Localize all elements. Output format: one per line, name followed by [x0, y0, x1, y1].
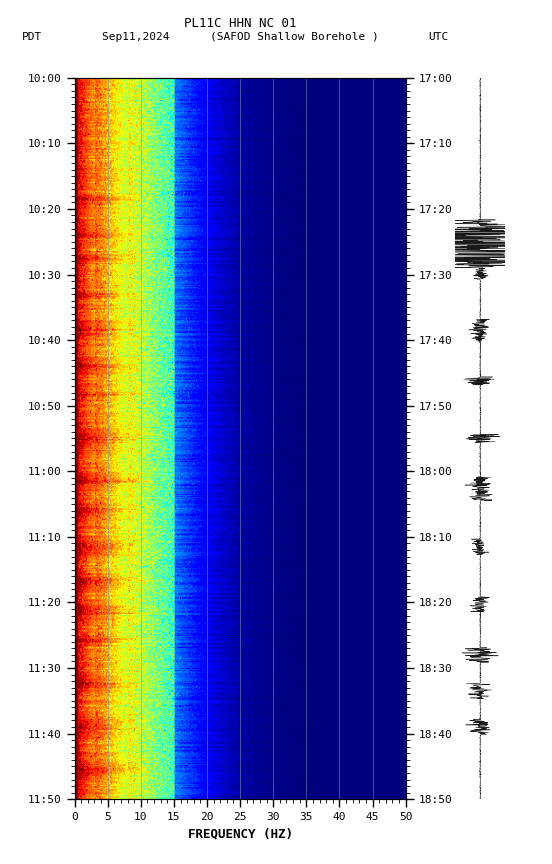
Bar: [71, 78, 77, 799]
Text: PDT: PDT: [22, 32, 43, 42]
X-axis label: FREQUENCY (HZ): FREQUENCY (HZ): [188, 828, 293, 841]
Text: PL11C HHN NC 01: PL11C HHN NC 01: [184, 17, 296, 30]
Text: Sep11,2024      (SAFOD Shallow Borehole ): Sep11,2024 (SAFOD Shallow Borehole ): [102, 32, 379, 42]
Text: UTC: UTC: [428, 32, 448, 42]
